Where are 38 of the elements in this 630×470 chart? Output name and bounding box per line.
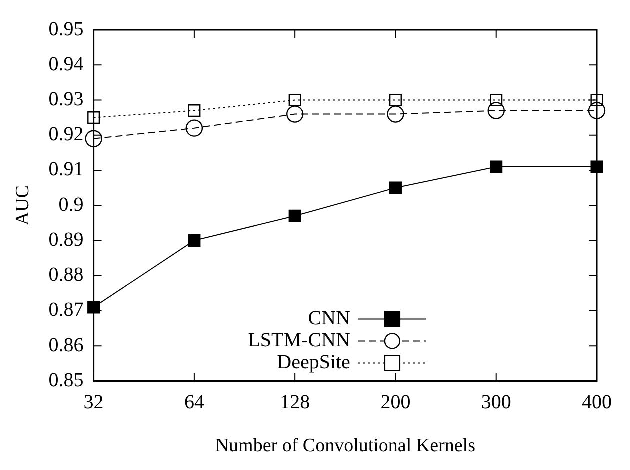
point [188, 234, 201, 247]
point [389, 182, 402, 194]
point [85, 130, 102, 148]
point [186, 120, 204, 137]
y-tick-label: 0.91 [48, 158, 84, 181]
legend-label: DeepSite [277, 351, 351, 374]
y-tick-label: 0.9 [58, 194, 84, 216]
y-tick-label: 0.94 [48, 53, 84, 76]
y-tick-label: 0.93 [48, 88, 84, 110]
point [490, 160, 503, 174]
x-tick-label: 128 [280, 391, 310, 414]
y-tick-label: 0.89 [48, 228, 84, 251]
point [490, 94, 503, 106]
point [88, 112, 100, 124]
y-axis-title: AUC [12, 186, 34, 226]
point [488, 102, 505, 120]
y-tick-label: 0.88 [48, 264, 84, 286]
point [590, 94, 604, 106]
point [288, 94, 302, 106]
legend-label: CNN [308, 307, 350, 330]
y-tick-label: 0.86 [48, 334, 84, 356]
point [286, 106, 304, 123]
y-tick-label: 0.87 [48, 299, 84, 322]
x-tick-label: 200 [380, 391, 411, 414]
legend-label: LSTM-CNN [248, 329, 350, 352]
y-tick-label: 0.92 [48, 124, 84, 146]
y-tick-label: 0.85 [48, 369, 84, 392]
x-tick-label: 64 [184, 391, 204, 414]
x-tick-label: 32 [84, 391, 104, 414]
point [288, 210, 302, 222]
point [387, 106, 404, 123]
point [389, 94, 402, 106]
x-tick-label: 400 [582, 391, 612, 414]
x-axis-title: Number of Convolutional Kernels [215, 436, 476, 457]
x-tick-label: 300 [481, 391, 512, 414]
y-tick-label: 0.95 [48, 18, 84, 40]
point [188, 104, 201, 118]
point [588, 102, 606, 120]
